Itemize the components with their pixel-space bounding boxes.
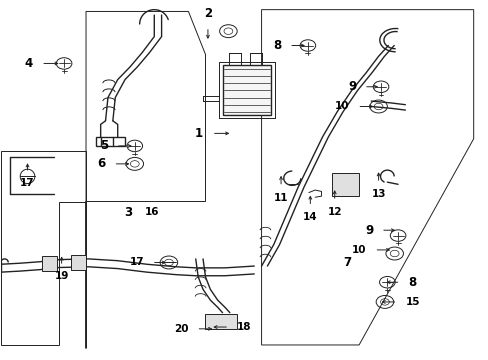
- Bar: [331, 173, 358, 196]
- Text: 10: 10: [351, 245, 366, 255]
- Text: 1: 1: [195, 127, 203, 140]
- Text: 17: 17: [130, 257, 144, 267]
- Text: 4: 4: [24, 57, 32, 70]
- Text: 15: 15: [405, 297, 419, 307]
- Text: 9: 9: [365, 224, 373, 237]
- Text: 8: 8: [272, 39, 281, 52]
- Text: 12: 12: [327, 207, 341, 217]
- Bar: [205, 315, 237, 329]
- Text: 10: 10: [334, 102, 348, 112]
- Text: 9: 9: [347, 80, 356, 93]
- Bar: [71, 255, 86, 270]
- Text: 8: 8: [407, 276, 415, 289]
- Text: 3: 3: [124, 206, 132, 219]
- Text: 13: 13: [370, 189, 385, 199]
- Bar: [222, 65, 271, 116]
- Bar: [249, 53, 261, 65]
- Text: 16: 16: [144, 207, 159, 217]
- Text: 17: 17: [20, 178, 35, 188]
- Bar: [228, 53, 240, 65]
- Text: 14: 14: [303, 212, 317, 222]
- Text: 6: 6: [97, 157, 105, 170]
- Text: 5: 5: [100, 139, 108, 152]
- Text: 7: 7: [342, 256, 350, 269]
- Text: 11: 11: [273, 193, 288, 203]
- Text: 20: 20: [174, 324, 188, 334]
- Bar: [42, 256, 57, 271]
- Bar: [96, 137, 125, 146]
- Text: 2: 2: [203, 8, 212, 21]
- Text: 18: 18: [237, 322, 251, 332]
- Text: 19: 19: [54, 271, 69, 282]
